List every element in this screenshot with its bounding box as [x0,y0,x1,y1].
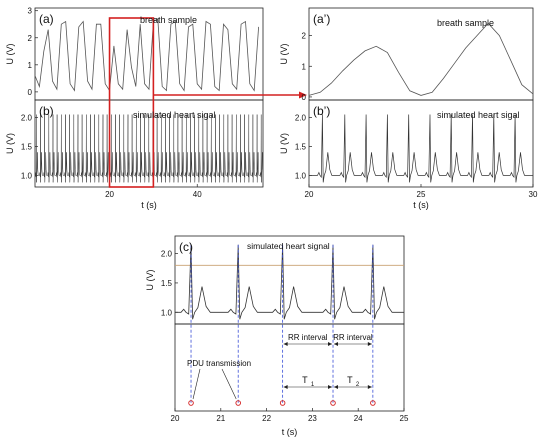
ytick-label: 2.0 [161,250,173,259]
panel-b-prime-annotation: simulated heart sigal [437,110,520,120]
ytick-label: 0 [302,93,307,102]
panel-a-prime-annotation: breath sample [437,18,494,28]
xtick-label: 25 [400,414,409,423]
t1-interval-arrow-left [283,385,288,389]
rr-interval-2-label: RR interval [333,333,373,342]
rr-interval-2-arrow-left [334,342,339,346]
ytick-label: 1.5 [21,142,33,151]
xtick-label: 20 [105,190,114,199]
xtick-label: 25 [417,190,426,199]
panel-a-annotation: breath sample [140,15,197,25]
panel-b-prime-xlabel: t (s) [413,200,429,210]
panel-a-ylabel: U (V) [5,44,15,65]
panel-c-label: (c) [179,240,193,254]
panel-a-label: (a) [39,12,54,26]
t1-subscript: 1 [311,382,315,388]
axes-layer [34,7,534,412]
xtick-label: 20 [171,414,180,423]
ytick-label: 1 [28,61,33,70]
xtick-label: 23 [308,414,317,423]
panel-c-xlabel: t (s) [282,427,298,437]
pdu-pointer-right [221,368,237,400]
ytick-label: 1.5 [295,142,307,151]
ytick-label: 2.0 [295,113,307,122]
ytick-label: 2 [302,32,307,41]
panel-a-prime-frame [308,7,534,101]
panel-b-annotation: simulated heart sigal [133,110,216,120]
ytick-label: 1.0 [21,171,33,180]
pdu-transmission-point [235,400,241,406]
xtick-label: 24 [354,414,363,423]
panel-b-prime-label: (b’) [313,104,330,118]
rr-interval-1-label: RR interval [288,333,328,342]
highlight-rectangle [108,17,155,188]
ytick-label: 1 [302,62,307,71]
t2-interval-arrow-right [367,385,372,389]
t1-interval-arrow-right [328,385,333,389]
t2-label: T [347,375,353,385]
zoom-arrow-head [299,91,307,99]
xtick-label: 20 [305,190,314,199]
t1-label: T [302,375,308,385]
t2-interval-arrow-left [334,385,339,389]
panel-c-ylabel: U (V) [145,270,155,291]
data-layer [34,17,534,406]
heart-series-line [35,114,263,183]
panel-a-prime-label: (a’) [313,12,330,26]
pdu-transmission-point [188,400,194,406]
panel-b-label: (b) [39,104,54,118]
xtick-label: 40 [193,190,202,199]
ytick-label: 1.0 [295,171,307,180]
xtick-label: 30 [529,190,538,199]
pdu-pointer-left [192,368,201,400]
rr-interval-1-arrow-left [283,342,288,346]
heart-zoom-line [309,114,533,183]
breath-zoom-line [308,22,534,96]
ytick-label: 1.5 [161,279,173,288]
ytick-label: 0 [28,88,33,97]
pdu-transmission-point [279,400,286,406]
panel-b-xlabel: t (s) [141,200,157,210]
ytick-label: 2.0 [21,113,33,122]
rr-interval-1-arrow-right [328,342,333,346]
panel-b-prime-ylabel: U (V) [279,133,289,154]
xtick-label: 22 [262,414,271,423]
heart-detail-line [175,244,404,320]
ytick-label: 2 [28,34,33,43]
pdu-transmission-point [330,400,336,406]
panel-c-lower-frame [174,323,405,412]
xtick-label: 21 [216,414,225,423]
panel-b-ylabel: U (V) [5,133,15,154]
ytick-label: 1.0 [161,308,173,317]
rr-interval-2-arrow-right [367,342,372,346]
pdu-transmission-label: PDU transmission [187,359,251,368]
panel-c-annotation: simulated heart signal [247,241,330,251]
pdu-transmission-point [370,400,376,406]
panel-a-prime-ylabel: U (V) [279,44,289,65]
t2-subscript: 2 [356,382,360,388]
breath-series-line [34,18,259,92]
ytick-label: 3 [28,7,33,16]
